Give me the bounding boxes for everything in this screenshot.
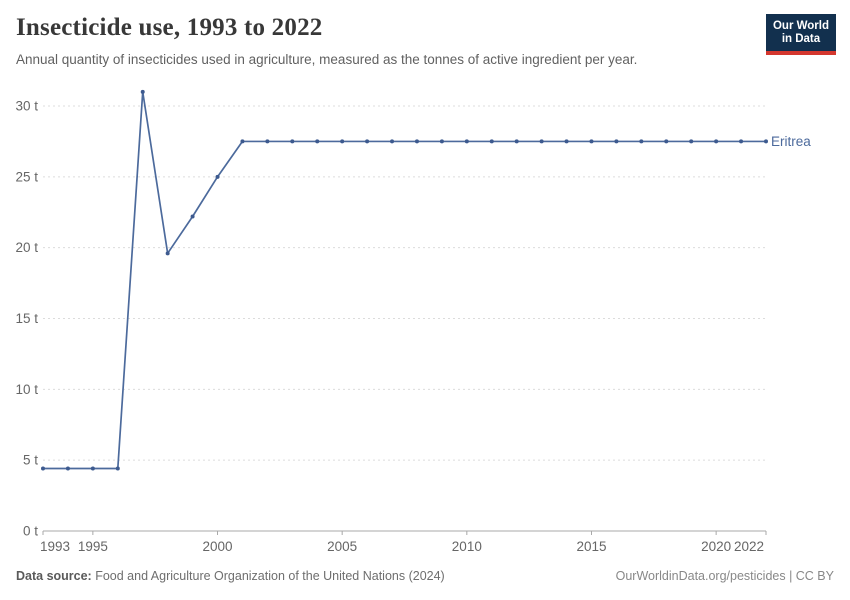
data-point[interactable] [365, 139, 370, 144]
y-tick-label: 10 t [15, 382, 38, 397]
data-point[interactable] [439, 139, 444, 144]
y-tick-label: 20 t [15, 240, 38, 255]
x-tick-label: 1993 [40, 539, 70, 554]
owid-logo-line2: in Data [781, 33, 821, 45]
data-point[interactable] [215, 174, 220, 179]
y-tick-label: 15 t [15, 311, 38, 326]
data-point[interactable] [165, 251, 170, 256]
eritrea-line[interactable] [42, 90, 767, 470]
data-point[interactable] [240, 139, 245, 144]
data-point[interactable] [514, 139, 519, 144]
x-tick-label: 2000 [202, 539, 232, 554]
data-point[interactable] [714, 139, 719, 144]
data-point[interactable] [764, 139, 768, 144]
data-point[interactable] [489, 139, 494, 144]
data-point[interactable] [564, 139, 569, 144]
data-point[interactable] [90, 466, 95, 471]
data-point[interactable] [539, 139, 544, 144]
x-tick-label: 2005 [327, 539, 357, 554]
owid-logo[interactable]: Our World in Data [765, 14, 836, 55]
data-point[interactable] [664, 139, 669, 144]
data-source: Data source: Food and Agriculture Organi… [16, 569, 445, 583]
data-point[interactable] [315, 139, 320, 144]
data-point[interactable] [290, 139, 295, 144]
data-point[interactable] [639, 139, 644, 144]
y-tick-label: 25 t [15, 169, 38, 184]
data-source-text: Food and Agriculture Organization of the… [91, 569, 445, 583]
data-source-label: Data source: [16, 569, 92, 583]
x-tick-label: 2010 [452, 539, 482, 554]
credit-link[interactable]: OurWorldinData.org/pesticides | CC BY [615, 569, 834, 583]
data-point[interactable] [589, 139, 594, 144]
x-tick-label: 2022 [734, 539, 764, 554]
entity-label[interactable]: Eritrea [771, 134, 811, 149]
data-point[interactable] [140, 89, 145, 94]
x-tick-label: 1995 [78, 539, 108, 554]
data-point[interactable] [340, 139, 345, 144]
data-point[interactable] [689, 139, 694, 144]
y-tick-label: 30 t [15, 99, 38, 114]
data-point[interactable] [265, 139, 270, 144]
page-title: Insecticide use, 1993 to 2022 [16, 14, 323, 41]
data-point[interactable] [190, 214, 195, 219]
y-tick-label: 5 t [23, 453, 38, 468]
y-tick-label: 0 t [23, 524, 38, 539]
data-point[interactable] [390, 139, 395, 144]
x-tick-label: 2020 [701, 539, 731, 554]
data-point[interactable] [65, 466, 70, 471]
data-point[interactable] [115, 466, 120, 471]
data-point[interactable] [414, 139, 419, 144]
data-point[interactable] [614, 139, 619, 144]
owid-logo-line1: Our World [772, 20, 829, 32]
data-point[interactable] [739, 139, 744, 144]
data-point[interactable] [41, 466, 45, 471]
data-point[interactable] [464, 139, 469, 144]
x-tick-label: 2015 [576, 539, 606, 554]
chart-subtitle: Annual quantity of insecticides used in … [16, 52, 638, 67]
